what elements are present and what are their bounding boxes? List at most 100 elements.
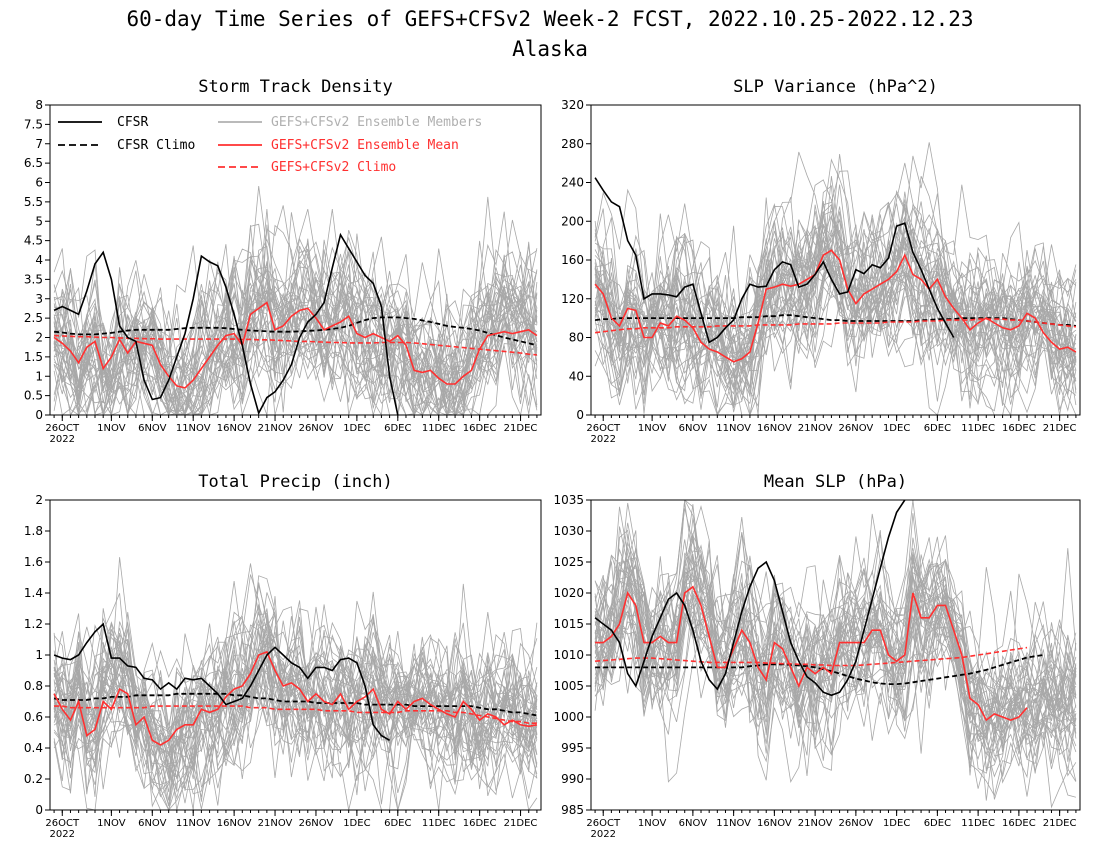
legend: CFSR CFSR Climo GEFS+CFSv2 Ensemble Member… xyxy=(58,115,482,175)
ensemble-member-line xyxy=(594,532,1077,762)
x-tick-label: 11DEC xyxy=(961,423,995,434)
ensemble-member-line xyxy=(53,583,538,800)
ensemble-member-line xyxy=(53,186,538,415)
ensemble-member-line xyxy=(53,244,538,415)
ensemble-member-line xyxy=(595,506,1077,784)
x-tick-label: 16NOV xyxy=(217,818,252,829)
y-tick-label: 1005 xyxy=(553,679,584,693)
x-tick-label: 1DEC xyxy=(883,423,910,434)
y-tick-label: 280 xyxy=(561,137,584,151)
gefs-climo-line xyxy=(595,646,1028,667)
x-tick-label: 21DEC xyxy=(504,423,538,434)
ensemble-member-line xyxy=(53,267,538,415)
x-tick-label: 26OCT xyxy=(45,818,80,829)
ensemble-member-line xyxy=(53,255,538,415)
ensemble-member-line xyxy=(53,640,538,810)
y-tick-label: 1.2 xyxy=(24,617,43,631)
y-tick-label: 200 xyxy=(561,214,584,228)
ensemble-member-line xyxy=(594,513,1077,774)
x-tick-label: 26OCT xyxy=(45,423,80,434)
x-tick-label: 6NOV xyxy=(138,423,167,434)
y-tick-label: 0 xyxy=(35,803,43,817)
ensemble-member-line xyxy=(53,563,538,781)
x-tick-year: 2022 xyxy=(590,434,615,445)
ensemble-member-line xyxy=(54,241,538,415)
y-tick-label: 8 xyxy=(35,98,43,112)
y-tick-label: 0 xyxy=(576,408,584,422)
cfsr-climo-line xyxy=(595,654,1044,685)
ensemble-mean-line xyxy=(53,301,538,389)
y-tick-label: 0.4 xyxy=(24,741,43,755)
ensemble-member-line xyxy=(53,604,538,797)
y-tick-label: 80 xyxy=(569,331,584,345)
x-tick-year: 2022 xyxy=(590,829,615,840)
ensemble-member-line xyxy=(53,596,538,785)
gefs-climo-line xyxy=(54,705,537,725)
y-tick-label: 240 xyxy=(561,176,584,190)
legend-label: CFSR Climo xyxy=(117,138,195,153)
legend-label: GEFS+CFSv2 Ensemble Mean xyxy=(271,138,459,153)
ensemble-member-line xyxy=(594,262,1077,399)
panel-mean-slp: Mean SLP (hPa) 985 990 995 1000 1005 1010 1015 1… xyxy=(553,472,1081,840)
y-tick-label: 3.5 xyxy=(24,272,43,286)
y-tick-label: 1 xyxy=(35,648,43,662)
series-lines xyxy=(594,500,1044,722)
ensemble-member-line xyxy=(53,229,538,415)
ensemble-member-line xyxy=(594,179,1077,415)
x-tick-label: 6NOV xyxy=(679,423,708,434)
x-tick-label: 26NOV xyxy=(299,423,334,434)
y-tick-label: 995 xyxy=(561,741,584,755)
x-tick-label: 26NOV xyxy=(299,818,334,829)
x-tick-label: 11DEC xyxy=(422,423,456,434)
ensemble-mean-line xyxy=(595,585,1028,722)
y-tick-label: 1035 xyxy=(553,493,584,507)
y-tick-label: 5 xyxy=(35,214,43,228)
y-tick-label: 1020 xyxy=(553,586,584,600)
x-tick-label: 11NOV xyxy=(176,423,211,434)
ensemble-member-line xyxy=(594,556,1077,751)
y-tick-label: 2 xyxy=(35,331,43,345)
y-tick-label: 990 xyxy=(561,772,584,786)
x-tick-label: 16DEC xyxy=(1002,423,1036,434)
ensemble-member-line xyxy=(595,203,1077,408)
ensemble-members xyxy=(53,186,538,415)
series-lines xyxy=(594,177,1077,363)
ensemble-member-line xyxy=(53,612,538,791)
ensemble-member-line xyxy=(594,184,1077,396)
ensemble-mean-line xyxy=(594,249,1077,363)
y-tick-label: 3 xyxy=(35,292,43,306)
series-lines xyxy=(53,622,538,746)
ensemble-member-line xyxy=(53,574,538,810)
panel-total-precip: Total Precip (inch) 0 0.2 0.4 0.6 0.8 1 1.2 1.4 1… xyxy=(24,472,542,840)
panel-title: SLP Variance (hPa^2) xyxy=(733,77,938,97)
x-tick-label: 21DEC xyxy=(1043,423,1077,434)
x-tick-label: 16DEC xyxy=(463,423,497,434)
x-tick-label: 11NOV xyxy=(176,818,211,829)
legend-label: GEFS+CFSv2 Climo xyxy=(271,160,396,175)
legend-label: CFSR xyxy=(117,115,148,130)
y-tick-label: 0.8 xyxy=(24,679,43,693)
x-tick-label: 6NOV xyxy=(138,818,167,829)
y-tick-label: 2 xyxy=(35,493,43,507)
ensemble-member-line xyxy=(594,526,1077,739)
x-tick-label: 21DEC xyxy=(504,818,538,829)
x-tick-label: 26OCT xyxy=(586,423,621,434)
y-tick-label: 160 xyxy=(561,253,584,267)
ensemble-member-line xyxy=(53,224,538,402)
ensemble-member-line xyxy=(594,191,1077,402)
y-tick-label: 1010 xyxy=(553,648,584,662)
y-tick-label: 1.6 xyxy=(24,555,43,569)
ensemble-member-line xyxy=(594,535,1077,783)
x-tick-label: 1DEC xyxy=(343,423,370,434)
x-tick-label: 16NOV xyxy=(757,818,792,829)
ensemble-member-line xyxy=(53,196,538,415)
chart-subtitle: Alaska xyxy=(512,37,588,61)
cfsr-line xyxy=(53,622,390,741)
x-tick-label: 1NOV xyxy=(638,423,667,434)
ensemble-member-line xyxy=(594,530,1077,778)
ensemble-members xyxy=(594,500,1077,809)
x-tick-label: 6DEC xyxy=(924,818,951,829)
x-tick-label: 11DEC xyxy=(422,818,456,829)
y-tick-label: 120 xyxy=(561,292,584,306)
